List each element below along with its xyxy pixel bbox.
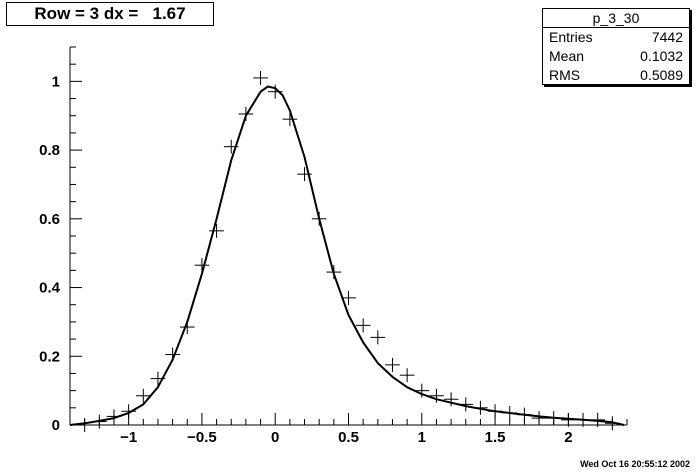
stats-name: p_3_30 [543,9,689,28]
x-tick-label: −0.5 [187,429,217,446]
data-point [135,388,151,403]
chart-title: Row = 3 dx = 1.67 [6,2,214,26]
plot-frame [69,47,627,426]
data-point [282,112,298,127]
data-point [121,404,136,419]
data-point [399,368,415,383]
x-tick-label: 1.5 [485,429,506,446]
data-points [77,70,620,432]
stats-row-mean: Mean 0.1032 [543,47,689,66]
data-point [429,388,444,403]
stats-label: Entries [549,29,593,45]
stats-label: RMS [549,67,581,83]
data-point [443,392,459,407]
x-tick-label: 2 [564,429,572,446]
y-tick-label: 0 [52,417,60,434]
stats-value: 0.5089 [640,67,683,83]
x-tick-label: 1 [418,429,426,446]
data-point [77,418,92,432]
fit-curve-line [69,85,625,426]
y-tick-label: 0.4 [39,280,61,297]
y-tick-label: 0.6 [39,211,60,228]
axis-ticks [69,46,628,426]
stats-label: Mean [549,48,585,64]
tick-labels: −1 −0.5 0 0.5 1 1.5 2 0 0.2 0.4 0.6 0.8 1 [39,73,572,446]
data-point [355,318,371,333]
stats-row-entries: Entries 7442 [543,28,689,47]
y-tick-label: 0.8 [39,142,60,159]
stats-value: 7442 [651,29,683,45]
y-tick-label: 1 [52,73,60,90]
data-point [253,70,268,85]
fit-curve [69,85,625,426]
stats-value: 0.1032 [640,48,683,64]
data-point [414,383,430,398]
timestamp: Wed Oct 16 20:55:12 2002 [580,459,690,469]
data-point [370,330,386,345]
data-point [341,290,356,305]
data-point [209,223,224,238]
data-point [385,357,400,372]
x-tick-label: 0.5 [338,429,359,446]
y-tick-label: 0.2 [39,348,60,365]
x-tick-label: 0 [271,429,279,446]
stats-row-rms: RMS 0.5089 [543,66,689,85]
data-point [531,411,547,426]
x-tick-label: −1 [120,429,137,446]
stats-box: p_3_30 Entries 7442 Mean 0.1032 RMS 0.50… [542,8,690,85]
